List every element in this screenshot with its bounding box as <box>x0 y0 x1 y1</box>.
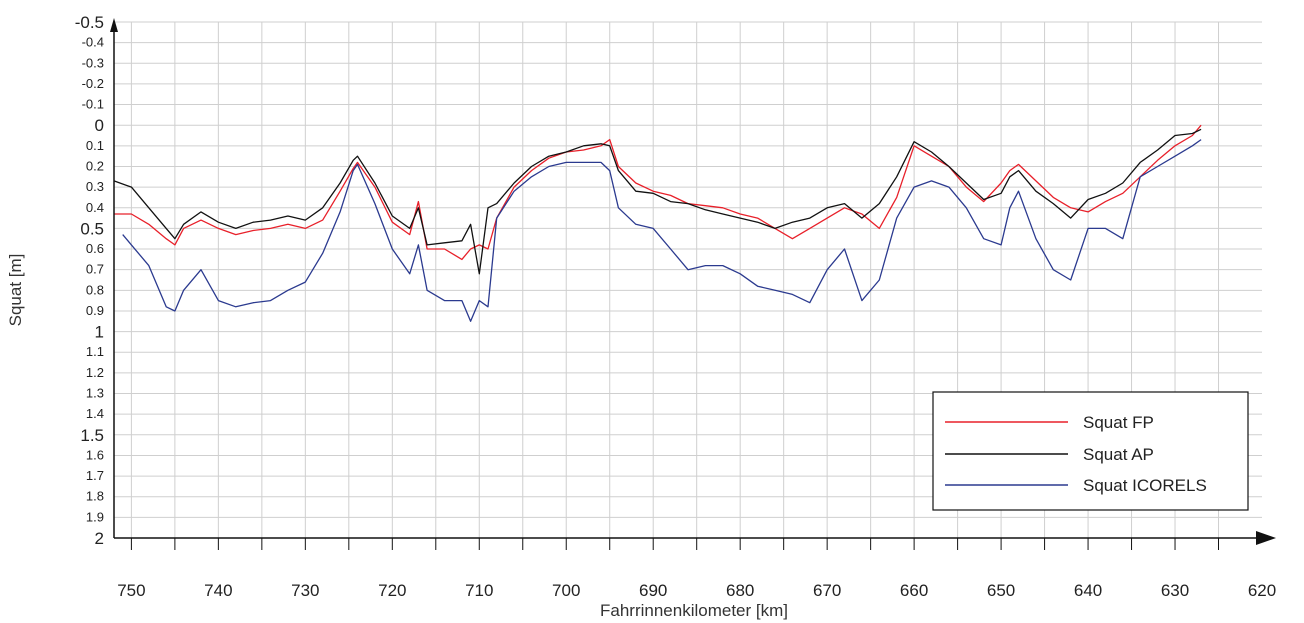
x-tick-label: 750 <box>117 581 145 600</box>
y-tick-label: 0 <box>95 116 104 135</box>
y-tick-label: 0.4 <box>86 200 104 215</box>
x-tick-label: 690 <box>639 581 667 600</box>
y-tick-label: 2 <box>95 529 104 548</box>
x-axis-title: Fahrrinnenkilometer [km] <box>600 601 788 620</box>
tick-labels: -0.5 -0.4 -0.3 -0.2 -0.1 0 0.1 0.2 0.3 0.4 0.5 0.6 0… <box>75 13 1276 600</box>
x-tick-label: 660 <box>900 581 928 600</box>
y-axis-arrow <box>110 18 118 32</box>
y-tick-label: 0.7 <box>86 262 104 277</box>
y-tick-label: 0.1 <box>86 138 104 153</box>
x-tick-label: 650 <box>987 581 1015 600</box>
series-line-2 <box>122 139 1202 322</box>
y-tick-label: -0.2 <box>82 76 104 91</box>
y-tick-label: 0.8 <box>86 282 104 297</box>
legend-box <box>932 391 1249 511</box>
y-tick-label: 0.6 <box>86 241 104 256</box>
x-tick-label: 720 <box>378 581 406 600</box>
series-line-0 <box>114 124 1202 261</box>
x-tick-label: 630 <box>1161 581 1189 600</box>
legend: Squat FP Squat AP Squat ICORELS <box>932 391 1249 511</box>
y-axis-title: Squat [m] <box>6 254 25 327</box>
y-tick-label: 1.9 <box>86 509 104 524</box>
y-tick-label: 1.5 <box>80 426 104 445</box>
y-tick-label: -0.5 <box>75 13 104 32</box>
y-tick-label: 1.2 <box>86 365 104 380</box>
data-series <box>113 124 1202 322</box>
x-axis-arrow <box>1256 531 1276 545</box>
legend-label-ap: Squat AP <box>1083 445 1154 464</box>
y-tick-label: 0.3 <box>86 179 104 194</box>
y-tick-label: 1.8 <box>86 489 104 504</box>
y-tick-label: 0.2 <box>86 158 104 173</box>
x-tick-label: 680 <box>726 581 754 600</box>
x-tick-label: 640 <box>1074 581 1102 600</box>
y-tick-label: -0.1 <box>82 97 104 112</box>
y-tick-label: 0.9 <box>86 303 104 318</box>
x-tick-label: 710 <box>465 581 493 600</box>
x-tick-label: 700 <box>552 581 580 600</box>
y-tick-label: 1.1 <box>86 344 104 359</box>
series-line-1 <box>113 128 1202 275</box>
legend-label-icorels: Squat ICORELS <box>1083 476 1207 495</box>
x-tick-label: 620 <box>1248 581 1276 600</box>
y-tick-label: 0.5 <box>80 219 104 238</box>
y-tick-label: 1.4 <box>86 406 104 421</box>
axes <box>110 18 1276 550</box>
y-tick-label: 1.3 <box>86 386 104 401</box>
y-tick-label: -0.4 <box>82 35 104 50</box>
x-tick-label: 670 <box>813 581 841 600</box>
x-tick-label: 740 <box>204 581 232 600</box>
y-tick-label: 1.6 <box>86 447 104 462</box>
y-tick-label: -0.3 <box>82 55 104 70</box>
y-tick-label: 1 <box>95 323 104 342</box>
legend-label-fp: Squat FP <box>1083 413 1154 432</box>
x-tick-label: 730 <box>291 581 319 600</box>
y-tick-label: 1.7 <box>86 468 104 483</box>
